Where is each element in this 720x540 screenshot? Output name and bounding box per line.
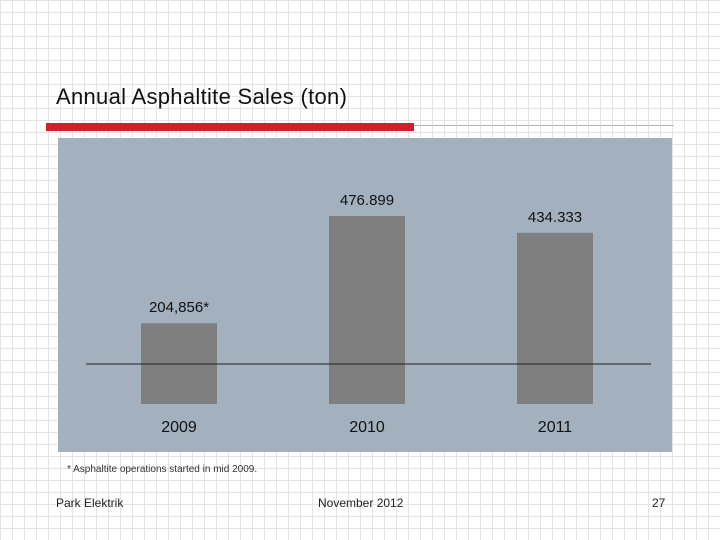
data-label-2009: 204,856*: [149, 299, 209, 316]
footer-date: November 2012: [318, 496, 404, 510]
chart-panel: 204,856* 2009 476.899 2010 434.333 2011: [58, 138, 672, 452]
bar-2011: [517, 232, 593, 404]
labels-layer: 204,856* 2009 476.899 2010 434.333 2011: [149, 192, 582, 436]
bar-chart: 204,856* 2009 476.899 2010 434.333 2011: [86, 192, 651, 436]
title-rule-accent: [46, 123, 414, 131]
category-label-2011: 2011: [538, 419, 573, 436]
footer-company: Park Elektrik: [56, 496, 124, 510]
data-label-2011: 434.333: [528, 209, 582, 226]
footnote: * Asphaltite operations started in mid 2…: [67, 464, 258, 475]
footer-page-number: 27: [652, 496, 666, 510]
slide-title: Annual Asphaltite Sales (ton): [56, 84, 348, 109]
bar-2010: [329, 216, 405, 404]
bars-layer: [141, 216, 593, 404]
category-label-2010: 2010: [349, 419, 385, 436]
category-label-2009: 2009: [161, 419, 197, 436]
data-label-2010: 476.899: [340, 192, 394, 209]
